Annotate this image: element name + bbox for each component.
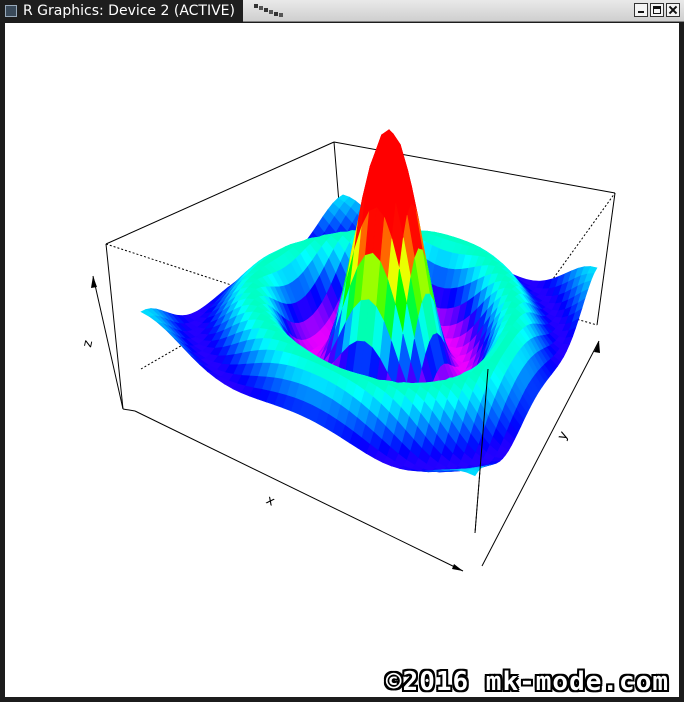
- watermark: ©2016 mk-mode.com: [385, 667, 669, 697]
- surface-mesh: [140, 129, 598, 477]
- z-axis-label: z: [80, 339, 96, 349]
- z-axis-arrow: [92, 275, 124, 410]
- close-icon[interactable]: [666, 3, 680, 17]
- plot-canvas: x y z ©2016 mk-mode.com: [5, 23, 679, 697]
- z-axis-arrowhead: [91, 276, 97, 288]
- minimize-icon[interactable]: [634, 3, 648, 17]
- box-edge: [474, 368, 489, 534]
- title-grip-icon: [254, 4, 283, 17]
- x-axis-label: x: [263, 493, 277, 510]
- maximize-icon[interactable]: [650, 3, 664, 17]
- box-edge: [105, 243, 124, 410]
- box-front-edges: [122, 368, 489, 534]
- window-icon: [5, 5, 17, 17]
- title-bar[interactable]: R Graphics: Device 2 (ACTIVE): [0, 0, 684, 22]
- perspective-plot: x y z: [80, 129, 616, 572]
- surface-facet: [466, 468, 479, 477]
- x-axis-arrow: [134, 410, 464, 572]
- window-controls: [634, 3, 680, 17]
- box-edge: [596, 192, 616, 326]
- y-axis-label: y: [555, 429, 572, 443]
- y-axis-arrowhead: [594, 341, 600, 353]
- x-axis-arrowhead: [452, 564, 463, 571]
- window-title: R Graphics: Device 2 (ACTIVE): [23, 3, 235, 19]
- title-label-area: R Graphics: Device 2 (ACTIVE): [0, 0, 243, 22]
- y-axis-arrow: [481, 340, 600, 567]
- box-edge: [122, 408, 136, 412]
- box-edge: [105, 141, 335, 245]
